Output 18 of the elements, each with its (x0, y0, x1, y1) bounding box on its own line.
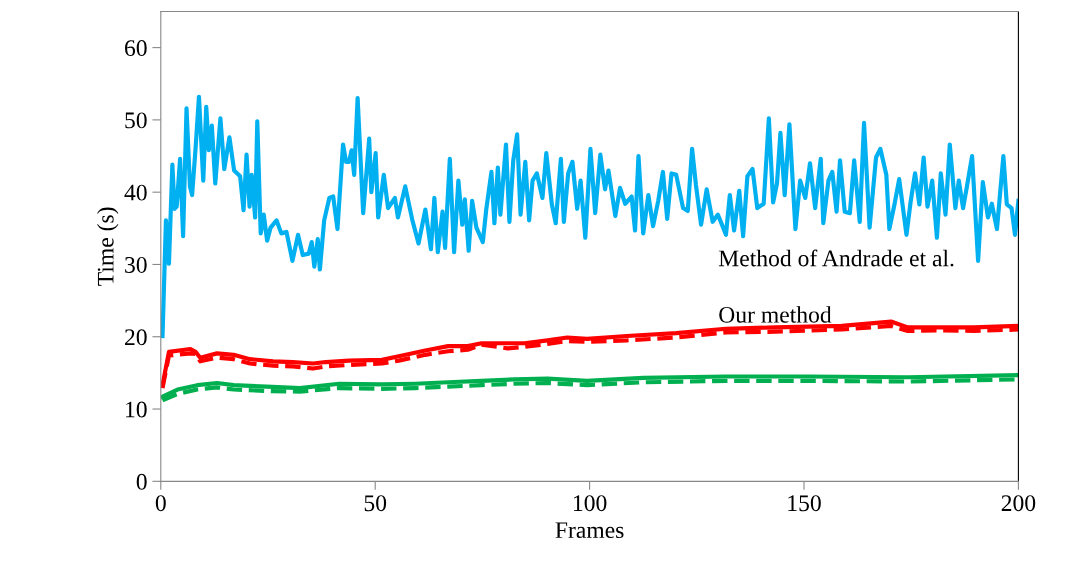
x-tick-label: 50 (364, 495, 387, 512)
x-tick-label: 0 (155, 495, 166, 512)
annotation: Method of Andrade et al. (718, 249, 954, 267)
x-tick-label: 150 (788, 495, 821, 512)
line-series (160, 372, 1019, 399)
annotation: Our method (719, 306, 832, 323)
y-axis-title: Time (s) (97, 207, 119, 286)
y-tick-label: 50 (125, 112, 147, 129)
y-tick-label: 40 (124, 184, 147, 201)
x-axis-title: Frames (555, 522, 624, 539)
y-tick-label: 0 (136, 473, 147, 490)
y-tick-label: 20 (125, 329, 147, 346)
line-series (160, 94, 1019, 339)
y-tick-label: 10 (126, 401, 147, 418)
x-tick-label: 200 (1001, 495, 1036, 512)
x-tick-label: 100 (573, 495, 607, 512)
y-tick-label: 30 (125, 256, 147, 273)
y-tick-label: 60 (125, 40, 147, 57)
